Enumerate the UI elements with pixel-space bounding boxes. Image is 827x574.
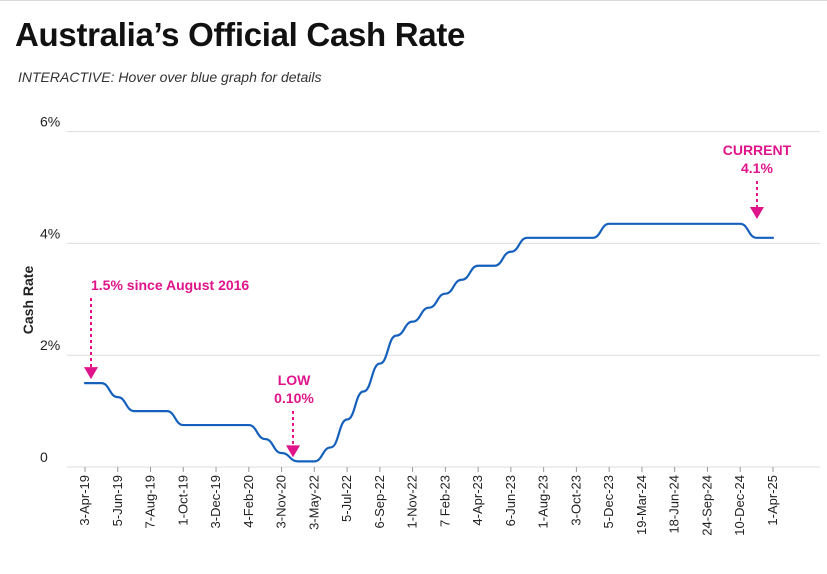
x-tick-label: 5-Dec-23 <box>601 475 616 528</box>
series <box>80 219 778 466</box>
x-tick-label: 7 Feb-23 <box>437 475 452 527</box>
data-point[interactable] <box>260 434 270 444</box>
data-point[interactable] <box>588 233 598 243</box>
data-point[interactable] <box>113 392 123 402</box>
data-point[interactable] <box>686 219 696 229</box>
data-point[interactable] <box>96 378 106 388</box>
data-point[interactable] <box>670 219 680 229</box>
data-point[interactable] <box>129 406 139 416</box>
x-tick-label: 3-Apr-19 <box>77 475 92 526</box>
data-point[interactable] <box>375 359 385 369</box>
x-tick-label: 5-Jul-22 <box>339 475 354 522</box>
x-tick-label: 18-Jun-24 <box>667 475 682 534</box>
annotation-current-label: CURRENT <box>723 142 792 158</box>
data-point[interactable] <box>211 420 221 430</box>
x-tick-label: 24-Sep-24 <box>699 475 714 536</box>
y-tick-label: 2% <box>40 337 60 353</box>
x-tick-label: 1-Oct-19 <box>175 475 190 526</box>
data-point[interactable] <box>473 261 483 271</box>
x-tick-label: 3-Nov-20 <box>274 475 289 528</box>
page-subtitle: INTERACTIVE: Hover over blue graph for d… <box>18 69 322 85</box>
page-title: Australia’s Official Cash Rate <box>15 16 466 53</box>
data-point[interactable] <box>440 289 450 299</box>
data-point[interactable] <box>522 233 532 243</box>
data-point[interactable] <box>457 275 467 285</box>
y-tick-label: 0 <box>40 449 48 465</box>
gridlines <box>67 131 820 468</box>
data-point[interactable] <box>539 233 549 243</box>
data-point[interactable] <box>653 219 663 229</box>
x-axis-ticks: 3-Apr-19 5-Jun-19 7-Aug-19 1-Oct-19 3-Dec-19… <box>77 467 780 536</box>
x-tick-label: 1-Apr-25 <box>765 475 780 526</box>
x-tick-label: 7-Aug-19 <box>143 475 158 528</box>
y-tick-label: 6% <box>40 114 60 130</box>
x-tick-label: 5-Jun-19 <box>110 475 125 526</box>
data-point[interactable] <box>358 387 368 397</box>
data-point[interactable] <box>391 331 401 341</box>
top-divider <box>0 0 827 1</box>
x-tick-label: 6-Jun-23 <box>503 475 518 526</box>
x-tick-label: 6-Sep-22 <box>372 475 387 528</box>
x-tick-label: 4-Feb-20 <box>241 475 256 528</box>
x-tick-label: 1-Aug-23 <box>536 475 551 528</box>
data-point[interactable] <box>293 456 303 466</box>
data-point[interactable] <box>424 303 434 313</box>
cash-rate-line[interactable] <box>83 222 775 463</box>
data-point[interactable] <box>227 420 237 430</box>
data-point[interactable] <box>752 233 762 243</box>
x-tick-label: 19-Mar-24 <box>634 475 649 535</box>
data-point[interactable] <box>571 233 581 243</box>
data-point[interactable] <box>719 219 729 229</box>
x-tick-label: 3-Oct-23 <box>568 475 583 526</box>
data-point[interactable] <box>178 420 188 430</box>
data-point[interactable] <box>309 456 319 466</box>
data-point[interactable] <box>342 414 352 424</box>
data-point[interactable] <box>490 261 500 271</box>
data-point[interactable] <box>506 247 516 257</box>
data-point[interactable] <box>244 420 254 430</box>
y-axis-label: Cash Rate <box>20 266 36 335</box>
annotation-since-2016: 1.5% since August 2016 <box>91 277 249 293</box>
x-tick-label: 10-Dec-24 <box>732 475 747 536</box>
data-point[interactable] <box>604 219 614 229</box>
x-tick-label: 1-Nov-22 <box>405 475 420 528</box>
annotation-current-value: 4.1% <box>741 160 773 176</box>
y-axis-ticks: 0 2% 4% 6% <box>40 114 60 465</box>
y-tick-label: 4% <box>40 225 60 241</box>
annotations: 1.5% since August 2016 LOW 0.10% CURRENT 4.1… <box>84 142 792 458</box>
data-point[interactable] <box>277 448 287 458</box>
data-point[interactable] <box>555 233 565 243</box>
annotation-current-arrow-arrowhead <box>749 207 764 219</box>
x-tick-label: 3-May-22 <box>306 475 321 530</box>
x-tick-label: 3-Dec-19 <box>208 475 223 528</box>
annotation-low-label: LOW <box>278 372 311 388</box>
annotation-since-2016-arrow-arrowhead <box>84 367 98 380</box>
data-point[interactable] <box>326 442 336 452</box>
annotation-low-value: 0.10% <box>274 390 314 406</box>
data-point[interactable] <box>621 219 631 229</box>
data-point[interactable] <box>195 420 205 430</box>
data-point[interactable] <box>80 378 90 388</box>
data-point[interactable] <box>637 219 647 229</box>
data-point[interactable] <box>735 219 745 229</box>
data-point[interactable] <box>162 406 172 416</box>
data-point[interactable] <box>702 219 712 229</box>
data-point[interactable] <box>146 406 156 416</box>
data-point[interactable] <box>768 233 778 243</box>
x-tick-label: 4-Apr-23 <box>470 475 485 526</box>
data-point[interactable] <box>408 317 418 327</box>
annotation-low-arrow-arrowhead <box>286 445 301 458</box>
